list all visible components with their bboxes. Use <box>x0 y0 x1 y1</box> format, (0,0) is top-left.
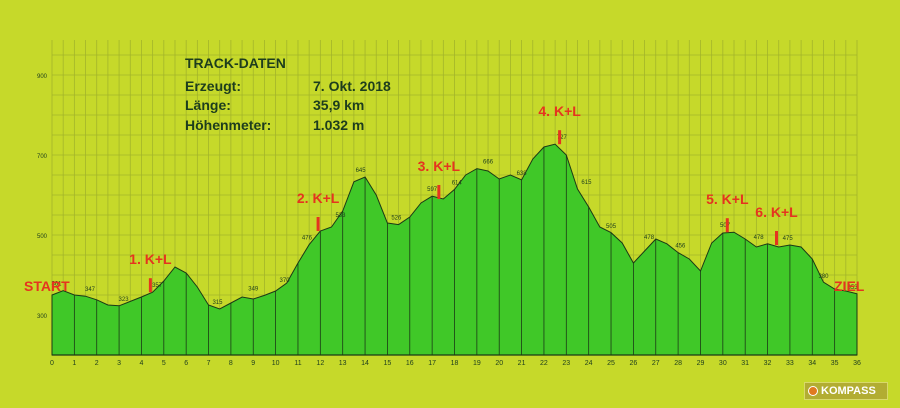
elevation-label: 597 <box>427 187 438 193</box>
elevation-label: 526 <box>391 216 402 222</box>
x-tick-label: 22 <box>540 360 548 367</box>
checkpoint-marker <box>558 130 562 145</box>
x-tick-label: 30 <box>719 360 727 367</box>
length-label: Länge: <box>185 97 231 113</box>
x-tick-label: 25 <box>607 360 615 367</box>
x-tick-label: 2 <box>95 360 99 367</box>
elevation-label: 507 <box>720 223 731 229</box>
x-tick-label: 10 <box>272 360 280 367</box>
x-tick-label: 12 <box>316 360 324 367</box>
finish-label: ZIEL <box>834 278 865 294</box>
elevation-label: 315 <box>212 300 223 306</box>
y-tick-label: 300 <box>37 314 48 320</box>
x-tick-label: 34 <box>808 360 816 367</box>
elevation-gain-value: 1.032 m <box>313 117 365 133</box>
checkpoint-label: 3. K+L <box>418 158 461 174</box>
x-tick-label: 1 <box>72 360 76 367</box>
checkpoint-marker <box>725 218 729 233</box>
x-tick-label: 16 <box>406 360 414 367</box>
elevation-label: 476 <box>302 236 313 242</box>
elevation-label: 645 <box>356 168 367 174</box>
track-data-title: TRACK-DATEN <box>185 55 286 71</box>
x-tick-label: 15 <box>384 360 392 367</box>
x-tick-label: 19 <box>473 360 481 367</box>
x-tick-label: 17 <box>428 360 436 367</box>
elevation-label: 478 <box>754 235 765 241</box>
checkpoint-label: 4. K+L <box>538 103 581 119</box>
elevation-label: 370 <box>280 278 291 284</box>
x-axis <box>51 147 858 356</box>
created-label: Erzeugt: <box>185 78 241 94</box>
x-tick-label: 13 <box>339 360 347 367</box>
y-tick-label: 500 <box>37 234 48 240</box>
start-label: START <box>24 278 70 294</box>
checkpoint-label: 1. K+L <box>129 251 172 267</box>
x-tick-label: 11 <box>294 360 301 367</box>
elevation-label: 347 <box>85 287 96 293</box>
elevation-label: 638 <box>517 171 528 177</box>
checkpoint-markers: 1. K+L 2. K+L 3. K+L 4. K+L 5. K+L 6. K+L <box>129 103 798 293</box>
checkpoint-label: 5. K+L <box>706 191 749 207</box>
x-tick-label: 0 <box>50 360 54 367</box>
x-tick-label: 32 <box>764 360 772 367</box>
x-tick-label: 21 <box>518 360 526 367</box>
checkpoint-label: 6. K+L <box>755 204 798 220</box>
elevation-label: 614 <box>452 180 463 186</box>
elevation-point-labels: 361 347 323 357 315 349 370 476 533 645 526 597 614 6… <box>51 135 858 306</box>
elevation-label: 475 <box>783 236 794 242</box>
elevation-label: 615 <box>581 180 592 186</box>
y-axis: 3005007009001.100 <box>37 74 48 320</box>
x-tick-label: 3 <box>117 360 121 367</box>
x-tick-label: 27 <box>652 360 660 367</box>
x-tick-label: 36 <box>853 360 861 367</box>
x-tick-label: 5 <box>162 360 166 367</box>
x-tick-label: 31 <box>741 360 749 367</box>
kompass-logo-icon <box>808 386 818 396</box>
elevation-label: 353 <box>848 285 859 291</box>
logo-text: KOMPASS <box>821 385 876 397</box>
elevation-label: 478 <box>644 235 655 241</box>
x-tick-label: 24 <box>585 360 593 367</box>
elevation-label: 727 <box>557 135 568 141</box>
x-tick-label: 35 <box>831 360 839 367</box>
elevation-label: 533 <box>335 213 346 219</box>
x-axis-ticks: 0 1 2 3 4 5 6 7 8 9 10 11 12 13 14 15 16 17 18 19 20 21 22 23 24… <box>50 360 861 367</box>
x-tick-label: 23 <box>562 360 570 367</box>
y-tick-label: 700 <box>37 154 48 160</box>
checkpoint-marker <box>437 185 441 199</box>
elevation-label: 357 <box>152 283 163 289</box>
x-tick-label: 18 <box>451 360 459 367</box>
checkpoint-label: 2. K+L <box>297 190 340 206</box>
checkpoint-marker <box>316 217 320 231</box>
x-tick-label: 6 <box>184 360 188 367</box>
x-tick-label: 8 <box>229 360 233 367</box>
x-tick-label: 20 <box>495 360 503 367</box>
length-value: 35,9 km <box>313 97 365 113</box>
x-tick-label: 9 <box>251 360 255 367</box>
x-tick-label: 33 <box>786 360 794 367</box>
elevation-gain-label: Höhenmeter: <box>185 117 272 133</box>
elevation-label: 349 <box>248 286 259 292</box>
x-tick-label: 26 <box>629 360 637 367</box>
x-tick-label: 14 <box>361 360 369 367</box>
x-tick-label: 7 <box>207 360 211 367</box>
x-tick-label: 4 <box>139 360 143 367</box>
elevation-label: 380 <box>818 274 829 280</box>
elevation-label: 505 <box>606 224 617 230</box>
created-value: 7. Okt. 2018 <box>313 78 391 94</box>
kompass-logo: KOMPASS <box>804 382 888 400</box>
elevation-label: 361 <box>51 282 62 288</box>
elevation-label: 323 <box>119 297 130 303</box>
x-tick-label: 29 <box>697 360 705 367</box>
elevation-label: 666 <box>483 160 494 166</box>
elevation-label: 456 <box>675 244 686 250</box>
checkpoint-marker <box>775 231 778 245</box>
y-tick-label: 900 <box>37 74 48 80</box>
checkpoint-marker <box>148 278 152 293</box>
x-tick-label: 28 <box>674 360 682 367</box>
